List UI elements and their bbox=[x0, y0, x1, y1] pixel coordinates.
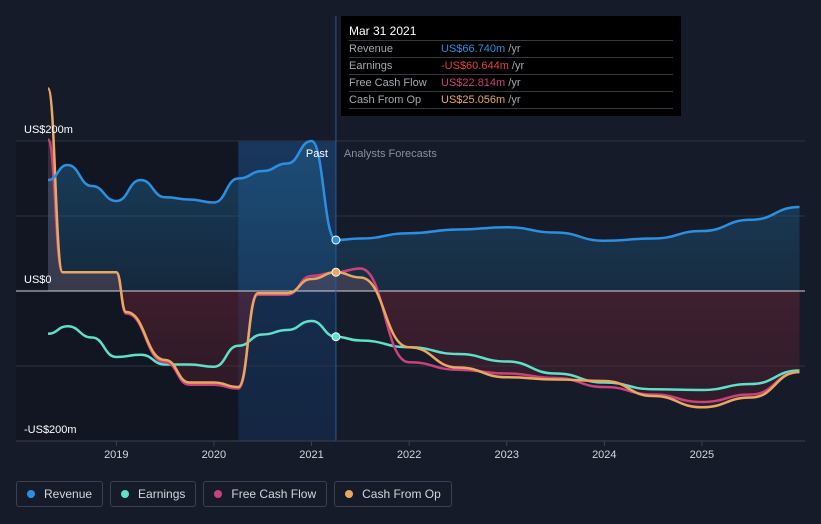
tooltip-label: Free Cash Flow bbox=[349, 77, 427, 89]
tooltip: Mar 31 2021 Revenue US$66.740m /yr Earni… bbox=[341, 16, 681, 116]
y-axis-label: US$0 bbox=[24, 274, 52, 286]
tooltip-row-earnings: Earnings -US$60.644m /yr bbox=[349, 58, 673, 75]
tooltip-unit: /yr bbox=[505, 43, 521, 55]
tooltip-label: Cash From Op bbox=[349, 94, 422, 106]
hover-marker bbox=[331, 235, 341, 245]
y-axis-label: -US$200m bbox=[24, 424, 77, 436]
x-tick-label: 2019 bbox=[104, 449, 128, 461]
tooltip-unit: /yr bbox=[505, 94, 521, 106]
tooltip-value: US$22.814m bbox=[441, 77, 506, 89]
x-tick-label: 2022 bbox=[397, 449, 421, 461]
tooltip-date: Mar 31 2021 bbox=[349, 23, 673, 41]
legend-item-free-cash-flow[interactable]: Free Cash Flow bbox=[203, 481, 328, 507]
tooltip-label: Revenue bbox=[349, 43, 394, 55]
past-label: Past bbox=[306, 148, 328, 160]
series-line-revenue bbox=[47, 139, 800, 242]
legend: Revenue Earnings Free Cash Flow Cash Fro… bbox=[16, 481, 452, 507]
tooltip-label: Earnings bbox=[349, 60, 393, 72]
tooltip-value: US$25.056m bbox=[441, 94, 506, 106]
legend-dot-icon bbox=[214, 490, 223, 498]
hover-marker bbox=[331, 332, 341, 342]
series-line-free-cash-flow bbox=[46, 138, 800, 404]
x-tick-label: 2025 bbox=[690, 449, 714, 461]
series-line-cash-from-op bbox=[46, 87, 800, 409]
tooltip-unit: /yr bbox=[508, 60, 525, 72]
y-axis-label: US$200m bbox=[24, 124, 73, 136]
x-tick-label: 2024 bbox=[592, 449, 616, 461]
legend-label: Revenue bbox=[44, 487, 93, 501]
legend-dot-icon bbox=[345, 490, 354, 498]
tooltip-value: -US$60.644m bbox=[441, 60, 509, 72]
x-tick-label: 2023 bbox=[494, 449, 518, 461]
tooltip-unit: /yr bbox=[505, 77, 521, 89]
legend-item-cash-from-op[interactable]: Cash From Op bbox=[334, 481, 452, 507]
tooltip-row-cash-from-op: Cash From Op US$25.056m /yr bbox=[349, 92, 673, 109]
legend-item-earnings[interactable]: Earnings bbox=[110, 481, 197, 507]
x-tick-label: 2021 bbox=[299, 449, 323, 461]
legend-dot-icon bbox=[121, 490, 130, 498]
tooltip-row-revenue: Revenue US$66.740m /yr bbox=[349, 41, 673, 58]
legend-label: Free Cash Flow bbox=[231, 487, 317, 501]
tooltip-row-free-cash-flow: Free Cash Flow US$22.814m /yr bbox=[349, 75, 673, 92]
legend-label: Earnings bbox=[138, 487, 186, 501]
x-tick-label: 2020 bbox=[202, 449, 226, 461]
legend-dot-icon bbox=[27, 490, 35, 498]
tooltip-value: US$66.740m bbox=[441, 43, 506, 55]
hover-marker bbox=[331, 267, 341, 277]
legend-item-revenue[interactable]: Revenue bbox=[16, 481, 104, 507]
forecast-label: Analysts Forecasts bbox=[344, 148, 437, 160]
revenue-area bbox=[48, 141, 800, 291]
legend-label: Cash From Op bbox=[362, 487, 441, 501]
